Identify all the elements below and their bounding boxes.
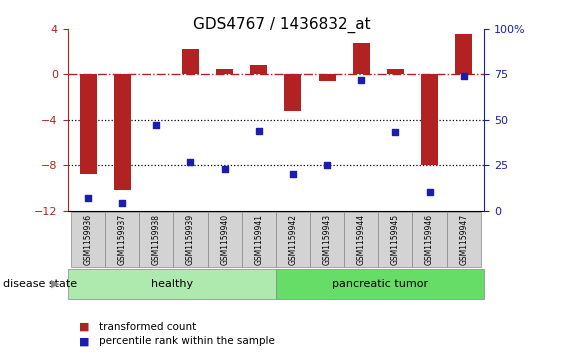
Text: disease state: disease state [3,279,77,289]
Bar [284,74,301,111]
Bar [378,212,413,267]
Text: GSM1159937: GSM1159937 [118,214,127,265]
Bar [413,212,446,267]
Bar [208,212,242,267]
Bar [71,212,105,267]
Bar [352,43,370,74]
Text: GSM1159946: GSM1159946 [425,214,434,265]
Point [391,130,400,135]
Text: ▶: ▶ [51,279,59,289]
Bar [251,65,267,74]
Point [83,195,92,201]
Text: GSM1159939: GSM1159939 [186,214,195,265]
Point [186,159,195,164]
Text: GSM1159940: GSM1159940 [220,214,229,265]
Point [323,162,332,168]
Bar [216,69,233,74]
Text: GSM1159936: GSM1159936 [83,214,92,265]
Bar [276,212,310,267]
Text: ■: ■ [79,336,90,346]
Bar [173,212,208,267]
Bar [79,74,97,174]
Bar [276,269,484,299]
Bar [387,69,404,74]
Text: ■: ■ [79,322,90,332]
Point [152,122,161,128]
Bar [242,212,276,267]
Text: percentile rank within the sample: percentile rank within the sample [99,336,274,346]
Point [118,200,127,206]
Point [425,189,434,195]
Bar [68,269,276,299]
Bar [105,212,139,267]
Text: pancreatic tumor: pancreatic tumor [332,279,428,289]
Bar [319,74,336,81]
Point [357,77,366,83]
Point [220,166,229,172]
Point [459,73,468,79]
Text: GSM1159941: GSM1159941 [254,214,263,265]
Bar [114,74,131,190]
Text: GSM1159945: GSM1159945 [391,214,400,265]
Text: GSM1159942: GSM1159942 [288,214,297,265]
Bar [446,212,481,267]
Point [254,128,263,134]
Bar [182,49,199,74]
Text: GSM1159943: GSM1159943 [323,214,332,265]
Bar [344,212,378,267]
Text: GSM1159938: GSM1159938 [152,214,161,265]
Bar [139,212,173,267]
Bar [455,34,472,74]
Text: healthy: healthy [151,279,193,289]
Point [288,171,297,177]
Bar [310,212,344,267]
Bar [421,74,438,165]
Text: GDS4767 / 1436832_at: GDS4767 / 1436832_at [193,16,370,33]
Text: transformed count: transformed count [99,322,196,332]
Text: GSM1159944: GSM1159944 [357,214,366,265]
Text: GSM1159947: GSM1159947 [459,214,468,265]
